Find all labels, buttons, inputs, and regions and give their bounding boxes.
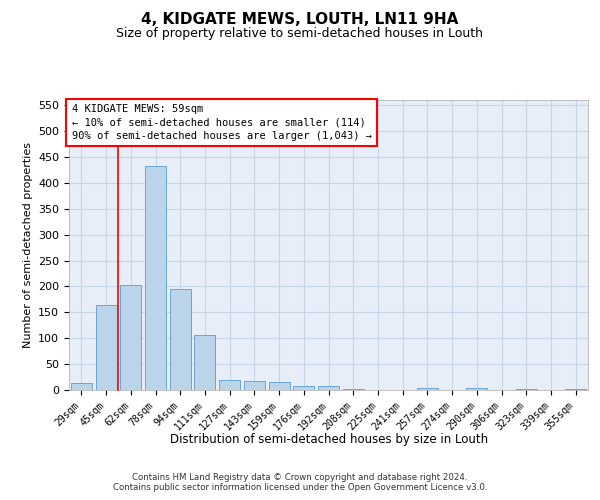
Text: Distribution of semi-detached houses by size in Louth: Distribution of semi-detached houses by … bbox=[170, 432, 488, 446]
Bar bbox=[516, 389, 537, 390]
Bar bbox=[466, 388, 487, 390]
Bar bbox=[95, 304, 116, 390]
Bar bbox=[120, 286, 141, 390]
Bar bbox=[565, 389, 586, 390]
Bar bbox=[269, 382, 290, 390]
Bar bbox=[170, 288, 191, 390]
Bar bbox=[145, 166, 166, 390]
Bar bbox=[318, 386, 339, 390]
Bar bbox=[194, 335, 215, 390]
Bar bbox=[219, 380, 240, 390]
Text: 4, KIDGATE MEWS, LOUTH, LN11 9HA: 4, KIDGATE MEWS, LOUTH, LN11 9HA bbox=[142, 12, 458, 28]
Text: Contains HM Land Registry data © Crown copyright and database right 2024.: Contains HM Land Registry data © Crown c… bbox=[132, 472, 468, 482]
Text: Size of property relative to semi-detached houses in Louth: Size of property relative to semi-detach… bbox=[116, 28, 484, 40]
Text: 4 KIDGATE MEWS: 59sqm
← 10% of semi-detached houses are smaller (114)
90% of sem: 4 KIDGATE MEWS: 59sqm ← 10% of semi-deta… bbox=[71, 104, 371, 141]
Bar bbox=[417, 388, 438, 390]
Bar bbox=[71, 384, 92, 390]
Bar bbox=[293, 386, 314, 390]
Bar bbox=[244, 380, 265, 390]
Text: Contains public sector information licensed under the Open Government Licence v3: Contains public sector information licen… bbox=[113, 484, 487, 492]
Y-axis label: Number of semi-detached properties: Number of semi-detached properties bbox=[23, 142, 32, 348]
